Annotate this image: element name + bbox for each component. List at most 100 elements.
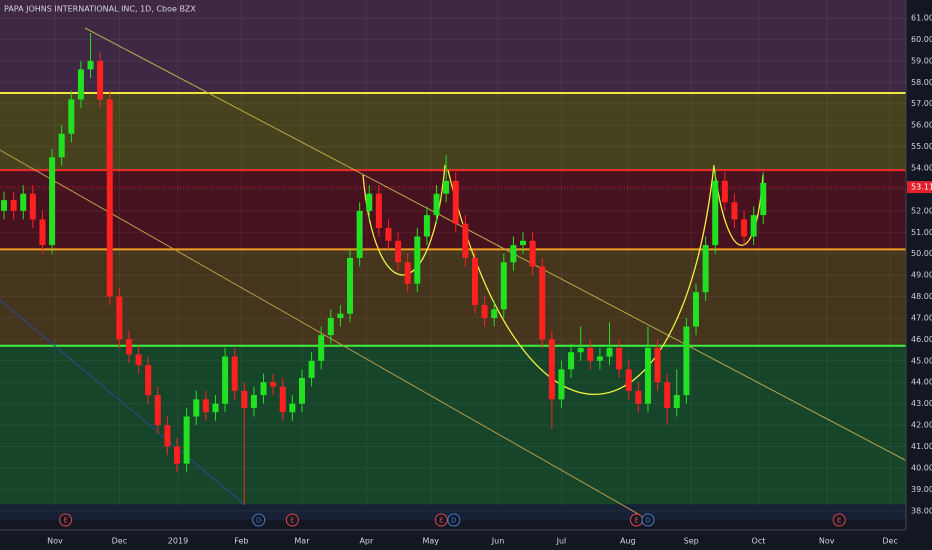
candle-body [289, 403, 296, 413]
candle-body [731, 202, 738, 220]
candle-body [356, 210, 363, 258]
candle-body [471, 257, 478, 306]
trend-line [84, 27, 906, 461]
y-tick-label: 41.00 [911, 442, 932, 451]
y-tick-label: 60.00 [911, 35, 932, 44]
candle-body [548, 339, 555, 400]
candle-body [568, 352, 575, 370]
x-tick-label: Apr [359, 537, 374, 546]
y-tick-label: 38.00 [911, 506, 932, 515]
y-tick-label: 55.00 [911, 142, 932, 151]
candle-body [222, 356, 229, 404]
candle-body [673, 395, 680, 408]
candle-body [68, 99, 75, 134]
candle-body [183, 416, 190, 464]
candle-body [654, 347, 661, 383]
x-tick-label: Dec [882, 537, 897, 546]
event-label: D [645, 517, 650, 525]
candle-body [327, 317, 334, 336]
x-tick-label: Nov [47, 537, 63, 546]
zone [0, 92, 906, 171]
y-tick-label: 51.00 [911, 228, 932, 237]
zone [0, 504, 906, 520]
candle-body [539, 266, 546, 340]
candles [1, 32, 767, 505]
candle-body [404, 262, 411, 284]
event-label: D [256, 517, 261, 525]
candle-body [510, 245, 517, 263]
event-label: E [634, 517, 638, 525]
candle-body [77, 69, 84, 100]
candle-body [125, 339, 132, 355]
candle-body [395, 240, 402, 263]
x-tick-label: Dec [112, 537, 127, 546]
x-tick-label: Nov [819, 537, 835, 546]
candle-body [164, 425, 171, 447]
zones [0, 0, 906, 520]
axes: 38.00 39.00 40.00 41.00 42.00 43.00 44.00 45.00… [47, 13, 932, 545]
x-axis-panel [0, 530, 932, 550]
x-tick-label: 2019 [168, 537, 188, 546]
zone [0, 0, 906, 93]
candle-body [491, 309, 498, 318]
y-axis-panel [906, 0, 932, 530]
candle-body [721, 180, 728, 203]
candle-body [231, 356, 238, 391]
zone [0, 249, 906, 346]
candle-body [298, 377, 305, 404]
candle-body [39, 219, 46, 246]
candle-body [193, 399, 200, 417]
chart-title: PAPA JOHNS INTERNATIONAL INC, 1D, Cboe B… [4, 5, 196, 14]
trend-line [0, 149, 641, 516]
candle-body [741, 219, 748, 237]
candle-body [1, 200, 8, 211]
event-label: E [837, 517, 841, 525]
candle-body [87, 60, 94, 70]
candle-body [20, 193, 27, 211]
y-tick-label: 46.00 [911, 335, 932, 344]
x-tick-label: May [422, 537, 439, 546]
candle-body [116, 296, 123, 340]
y-tick-label: 50.00 [911, 249, 932, 258]
event-marker [447, 513, 461, 527]
candle-body [414, 236, 421, 284]
x-tick-label: Jun [491, 537, 505, 546]
x-tick-label: Feb [234, 537, 248, 546]
drawings [0, 27, 906, 516]
candle-body [587, 347, 594, 361]
candle-body [97, 60, 104, 100]
event-marker [252, 513, 266, 527]
candle-body [683, 326, 690, 396]
cup-curve [713, 166, 764, 246]
candle-body [462, 223, 469, 258]
candle-body [212, 403, 219, 413]
y-tick-label: 47.00 [911, 313, 932, 322]
candle-body [423, 215, 430, 237]
candle-body [616, 347, 623, 370]
event-label: E [439, 517, 443, 525]
candle-body [664, 382, 671, 408]
levels [0, 91, 906, 347]
y-tick-label: 42.00 [911, 421, 932, 430]
candle-body [702, 245, 709, 293]
candle-body [606, 347, 613, 357]
candle-body [596, 356, 603, 361]
candle-body [347, 257, 354, 314]
y-tick-label: 39.00 [911, 485, 932, 494]
y-tick-label: 57.00 [911, 99, 932, 108]
candle-body [644, 347, 651, 404]
event-label: E [290, 517, 294, 525]
y-tick-label: 52.00 [911, 206, 932, 215]
candle-body [693, 292, 700, 327]
cup-curve [447, 164, 715, 396]
candle-body [174, 446, 181, 464]
x-tick-label: Jul [556, 537, 567, 546]
y-tick-label: 43.00 [911, 399, 932, 408]
x-tick-label: Sep [684, 537, 699, 546]
y-tick-label: 45.00 [911, 356, 932, 365]
y-tick-label: 58.00 [911, 78, 932, 87]
x-tick-label: Oct [752, 537, 766, 546]
y-tick-label: 49.00 [911, 271, 932, 280]
candle-body [481, 305, 488, 318]
candle-body [241, 390, 248, 408]
